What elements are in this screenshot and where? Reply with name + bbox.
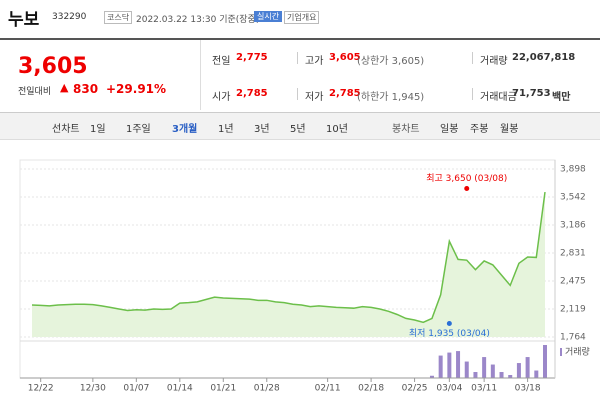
x-tick-label: 01/14 (167, 384, 193, 394)
tab[interactable]: 1년 (218, 124, 234, 135)
annotation-dot (464, 186, 470, 192)
tab[interactable]: 1주일 (126, 124, 151, 135)
volume-bar (508, 375, 513, 378)
x-tick-label: 03/04 (436, 384, 462, 394)
x-tick-label: 01/28 (254, 384, 280, 394)
x-tick-label: 03/18 (515, 384, 541, 394)
volume-bar (543, 345, 547, 378)
y-tick-label: 2,475 (560, 277, 586, 287)
volume-bar (499, 372, 504, 378)
tab-label: 선차트 (52, 124, 80, 135)
tab[interactable]: 월봉 (500, 124, 519, 135)
y-tick-label: 2,831 (560, 249, 586, 259)
x-tick-label: 03/11 (471, 384, 497, 394)
price-line (31, 191, 546, 324)
quote-label: 고가 (305, 56, 324, 67)
volume-legend-swatch (560, 348, 562, 356)
company-button[interactable]: 기업개요 (284, 11, 320, 24)
quote-label: 거래량 (480, 56, 508, 67)
quote-value: 2,785 (329, 88, 361, 99)
quote-label: 거래대금 (480, 92, 517, 103)
volume-bar (525, 357, 530, 378)
tab[interactable]: 5년 (290, 124, 306, 135)
price: 3,605 (18, 54, 88, 79)
quote-value: 2,775 (236, 52, 268, 63)
quote-unit: 백만 (552, 92, 571, 103)
tab-label: 봉차트 (392, 124, 420, 135)
x-tick-label: 02/25 (402, 384, 428, 394)
divider (297, 52, 298, 64)
volume-bar (473, 372, 478, 378)
quote-value: 71,753 (512, 88, 551, 99)
volume-legend: 거래량 (565, 346, 590, 358)
annotation-dot (446, 321, 452, 327)
stock-name: 누보 (8, 10, 40, 30)
tab[interactable]: 3년 (254, 124, 270, 135)
time: 2022.03.22 13:30 기준(장중) (136, 15, 260, 25)
quote-label: 전일 (212, 56, 231, 67)
x-tick-label: 02/11 (315, 384, 341, 394)
market-badge: 코스닥 (104, 11, 133, 24)
change-pct: +29.91% (106, 82, 167, 96)
volume-bar (516, 363, 521, 378)
y-tick-label: 1,764 (560, 333, 586, 343)
quote-value: 2,785 (236, 88, 268, 99)
volume-bar (438, 355, 443, 378)
tab[interactable]: 일봉 (440, 124, 459, 135)
divider (297, 88, 298, 100)
y-tick-label: 2,119 (560, 305, 586, 315)
stock-code: 332290 (52, 12, 87, 22)
volume-bar (456, 351, 461, 378)
tab-bar (0, 113, 600, 140)
quote-label: 시가 (212, 92, 231, 103)
quote-value: 22,067,818 (512, 52, 576, 63)
annotation-label: 최저 1,935 (03/04) (409, 328, 490, 339)
y-tick-label: 3,542 (560, 193, 586, 203)
price-area (32, 192, 545, 337)
change: 830 (73, 82, 99, 96)
quote-note: (상한가 3,605) (357, 56, 425, 67)
realtime-badge[interactable]: 실시간 (254, 11, 283, 22)
volume-bar (490, 364, 495, 378)
chart: 1,764 2,119 2,475 2,831 3,186 3,542 3,898 최고 3,… (19, 159, 590, 394)
volume-bar (447, 352, 452, 378)
volume-bar (464, 361, 469, 378)
x-tick-label: 12/22 (28, 384, 54, 394)
tab[interactable]: 1일 (90, 124, 106, 135)
annotation-label: 최고 3,650 (03/08) (426, 173, 507, 184)
x-tick-label: 01/07 (123, 384, 149, 394)
tab[interactable]: 10년 (326, 124, 348, 135)
y-tick-label: 3,186 (560, 221, 586, 231)
quote-box (0, 38, 600, 113)
volume-bar (534, 370, 539, 378)
quote-note: (하한가 1,945) (357, 92, 425, 103)
tab[interactable]: 3개월 (172, 124, 198, 135)
volume-bar (482, 357, 487, 378)
divider (472, 52, 473, 64)
quote-label: 저가 (305, 92, 324, 103)
y-tick-label: 3,898 (560, 165, 586, 175)
volume-bar (429, 375, 434, 378)
divider (200, 40, 201, 110)
up-arrow: ▲ (60, 81, 69, 94)
change-label: 전일대비 (18, 87, 52, 97)
x-tick-label: 12/30 (80, 384, 106, 394)
x-tick-label: 02/18 (358, 384, 384, 394)
divider (472, 88, 473, 100)
quote-value: 3,605 (329, 52, 361, 63)
x-tick-label: 01/21 (210, 384, 236, 394)
tab[interactable]: 주봉 (470, 124, 489, 135)
